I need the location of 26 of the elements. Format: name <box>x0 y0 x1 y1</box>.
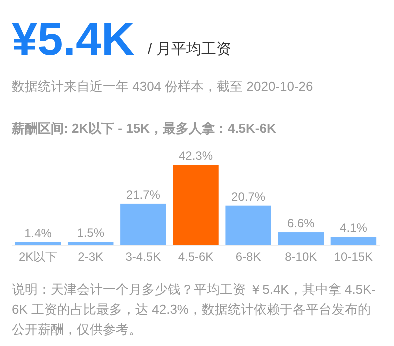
chart-subtitle: / 月平均工资 <box>148 40 232 59</box>
data-label: 20.7% <box>232 190 266 204</box>
x-tick-label: 4.5-6K <box>178 250 214 264</box>
x-tick-label: 10-15K <box>334 250 374 264</box>
x-tick-label: 2-3K <box>78 250 104 264</box>
text: 数据统计来自近一年 4304 份样本，截至 2020-10-26 <box>12 78 314 96</box>
x-tick-label: 6-8K <box>236 250 262 264</box>
bar <box>173 165 219 245</box>
bar <box>120 204 166 245</box>
data-label: 4.1% <box>340 221 368 236</box>
bar <box>68 242 114 245</box>
bar <box>330 237 377 245</box>
x-tick-label: 8-10K <box>285 250 318 264</box>
bar <box>15 242 62 245</box>
text: 说明：天津会计一个月多少钱？平均工资 ￥5.4K，其中拿 4.5K-6K 工资的占比最多，达 42.3%，数据统计依赖于各平台发布的公开薪酬，仅供参考。 <box>12 281 378 339</box>
chart-title: ¥5.4K <box>12 13 135 65</box>
x-tick-label: 2K以下 <box>18 250 58 264</box>
data-label: 42.3% <box>178 149 214 163</box>
text: 薪酬区间: 2K以下 - 15K，最多人拿：4.5K-6K <box>12 120 276 138</box>
bar <box>278 232 324 245</box>
data-label: 21.7% <box>126 188 161 202</box>
bar <box>226 206 272 245</box>
data-label: 1.5% <box>77 226 105 240</box>
data-label: 1.4% <box>24 226 52 240</box>
data-label: 6.6% <box>287 216 316 231</box>
x-tick-label: 3-4.5K <box>126 250 162 264</box>
